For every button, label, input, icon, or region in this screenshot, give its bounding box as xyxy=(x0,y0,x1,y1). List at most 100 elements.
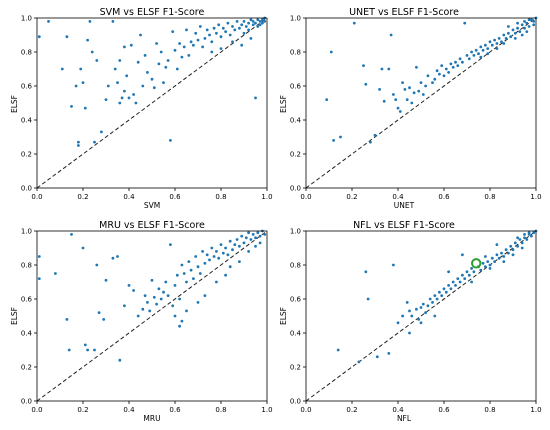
x-axis-label: MRU xyxy=(143,414,160,423)
x-axis-label: NFL xyxy=(397,414,412,423)
data-point xyxy=(86,38,89,42)
data-point xyxy=(405,301,409,304)
data-point xyxy=(523,233,526,236)
data-point xyxy=(173,314,177,318)
data-point xyxy=(387,352,391,355)
y-tick-label: 0.6 xyxy=(21,296,33,304)
panel-nfl-vs-elsf: NFL vs ELSF F1-Score NFL ELSF 0.0 0.2 0.4 0… xyxy=(279,220,542,423)
data-point xyxy=(497,256,501,260)
data-point xyxy=(113,67,117,71)
data-point xyxy=(408,86,411,90)
data-point xyxy=(493,38,496,42)
data-point xyxy=(433,77,437,81)
data-point xyxy=(212,255,216,258)
data-point xyxy=(495,42,499,45)
data-point xyxy=(88,20,92,23)
data-point xyxy=(54,272,57,275)
data-point xyxy=(60,67,64,71)
data-point xyxy=(240,43,244,47)
data-point xyxy=(221,26,225,30)
data-point xyxy=(210,246,214,250)
data-point xyxy=(173,284,177,287)
data-point xyxy=(251,20,255,23)
y-axis-label: ELSF xyxy=(279,95,288,113)
data-point xyxy=(458,57,462,61)
data-point xyxy=(527,18,531,22)
data-point xyxy=(95,263,99,267)
y-tick-label: 0.2 xyxy=(21,364,32,372)
data-point xyxy=(419,306,423,309)
y-tick-label: 0.0 xyxy=(21,398,32,406)
x-tick-label: 0.2 xyxy=(346,193,357,201)
data-point xyxy=(185,280,188,284)
data-point xyxy=(454,60,457,64)
data-point xyxy=(488,40,492,44)
data-point xyxy=(403,88,407,91)
y-tick-label: 0.2 xyxy=(21,151,32,159)
data-point xyxy=(258,241,262,245)
axes-frame xyxy=(36,17,268,189)
y-tick-label: 0.4 xyxy=(290,330,302,338)
y-tick-label: 0.8 xyxy=(21,49,32,57)
data-point xyxy=(254,244,257,248)
data-point xyxy=(380,67,384,71)
data-point xyxy=(254,21,257,25)
data-point xyxy=(477,52,480,56)
data-point xyxy=(484,43,487,47)
x-tick-label: 0.0 xyxy=(31,406,42,414)
panel-title: UNET vs ELSF F1-Score xyxy=(349,7,459,18)
data-point xyxy=(111,20,115,23)
data-point xyxy=(357,360,361,364)
data-point xyxy=(150,278,154,282)
data-point xyxy=(263,233,267,236)
data-point xyxy=(125,74,129,78)
data-point xyxy=(479,55,483,59)
x-tick-label: 0.8 xyxy=(215,406,226,414)
data-point xyxy=(249,37,253,40)
x-tick-label: 1.0 xyxy=(261,193,272,201)
data-point xyxy=(401,314,404,318)
x-axis-label: UNET xyxy=(394,201,415,210)
diagonal-line xyxy=(36,230,268,402)
data-point xyxy=(415,65,418,69)
data-point xyxy=(421,302,425,306)
data-point xyxy=(215,280,218,284)
data-point xyxy=(37,255,41,258)
y-axis-label: ELSF xyxy=(10,95,19,113)
data-point xyxy=(461,273,464,277)
x-tick-label: 0.4 xyxy=(123,193,135,201)
data-point xyxy=(139,33,142,37)
data-point xyxy=(263,20,267,23)
data-point xyxy=(396,321,400,325)
data-point xyxy=(435,297,439,301)
data-point xyxy=(242,20,246,23)
data-point xyxy=(486,47,490,50)
data-point xyxy=(387,67,391,71)
data-point xyxy=(392,93,395,96)
data-point xyxy=(465,270,469,274)
data-point xyxy=(136,314,140,318)
data-point xyxy=(470,280,473,284)
data-point xyxy=(364,82,368,86)
x-tick-label: 0.6 xyxy=(438,193,450,201)
data-point xyxy=(527,231,531,235)
x-tick-label: 1.0 xyxy=(530,193,541,201)
data-point xyxy=(219,47,223,50)
data-point xyxy=(233,243,237,247)
data-point xyxy=(375,355,379,359)
data-point xyxy=(500,251,503,255)
data-point xyxy=(134,101,138,105)
data-point xyxy=(37,35,41,39)
data-point xyxy=(171,304,175,308)
data-point xyxy=(461,253,464,257)
data-point xyxy=(143,54,147,57)
data-point xyxy=(447,270,450,274)
data-point xyxy=(198,25,202,28)
data-point xyxy=(532,20,536,23)
data-point xyxy=(86,348,89,352)
data-point xyxy=(518,238,522,241)
data-point xyxy=(235,20,239,23)
data-point xyxy=(474,48,478,52)
data-point xyxy=(219,35,223,39)
data-point xyxy=(488,267,492,270)
